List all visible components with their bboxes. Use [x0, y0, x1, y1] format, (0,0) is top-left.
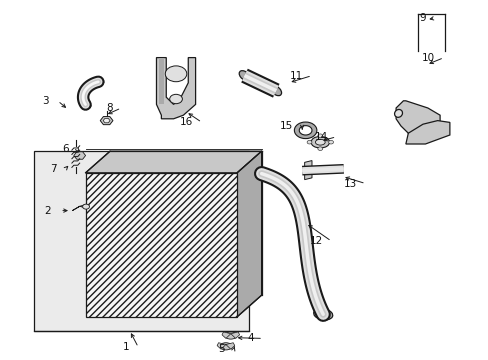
Polygon shape	[230, 332, 239, 338]
Text: 14: 14	[314, 132, 327, 142]
Polygon shape	[103, 118, 110, 123]
Ellipse shape	[414, 135, 420, 142]
Ellipse shape	[310, 136, 329, 148]
Polygon shape	[159, 58, 163, 104]
Polygon shape	[100, 117, 113, 125]
Polygon shape	[405, 121, 449, 144]
Bar	[85, 173, 237, 317]
Ellipse shape	[394, 109, 402, 117]
Text: 4: 4	[247, 333, 254, 343]
Polygon shape	[222, 332, 230, 338]
Text: 13: 13	[343, 179, 356, 189]
Text: 11: 11	[289, 71, 303, 81]
Polygon shape	[225, 343, 234, 349]
Text: 7: 7	[49, 164, 56, 174]
Text: 6: 6	[61, 144, 68, 154]
Text: 15: 15	[280, 121, 293, 131]
Text: 10: 10	[421, 53, 434, 63]
Polygon shape	[217, 343, 225, 349]
Polygon shape	[72, 205, 89, 211]
Ellipse shape	[315, 139, 325, 145]
Circle shape	[169, 94, 182, 104]
Text: 16: 16	[180, 117, 193, 127]
Ellipse shape	[239, 71, 249, 81]
Circle shape	[317, 147, 322, 150]
Polygon shape	[156, 58, 195, 119]
Polygon shape	[74, 152, 85, 159]
Ellipse shape	[219, 343, 232, 350]
Text: 8: 8	[105, 103, 112, 113]
Circle shape	[328, 140, 333, 144]
Ellipse shape	[80, 101, 91, 108]
Polygon shape	[304, 161, 311, 180]
Polygon shape	[237, 151, 261, 317]
Text: 9: 9	[419, 13, 426, 23]
Ellipse shape	[427, 124, 436, 132]
Text: 1: 1	[122, 342, 129, 352]
Polygon shape	[395, 101, 439, 140]
Circle shape	[306, 140, 311, 144]
Circle shape	[82, 204, 89, 209]
Text: 2: 2	[44, 206, 51, 216]
Text: 12: 12	[309, 236, 322, 246]
Text: 5: 5	[218, 344, 224, 354]
Ellipse shape	[224, 332, 236, 339]
Circle shape	[165, 66, 186, 82]
Polygon shape	[85, 151, 261, 173]
Ellipse shape	[313, 309, 332, 320]
Text: 3: 3	[42, 96, 49, 106]
Circle shape	[317, 134, 322, 138]
Bar	[34, 151, 249, 331]
Ellipse shape	[270, 86, 281, 96]
Ellipse shape	[93, 78, 103, 86]
